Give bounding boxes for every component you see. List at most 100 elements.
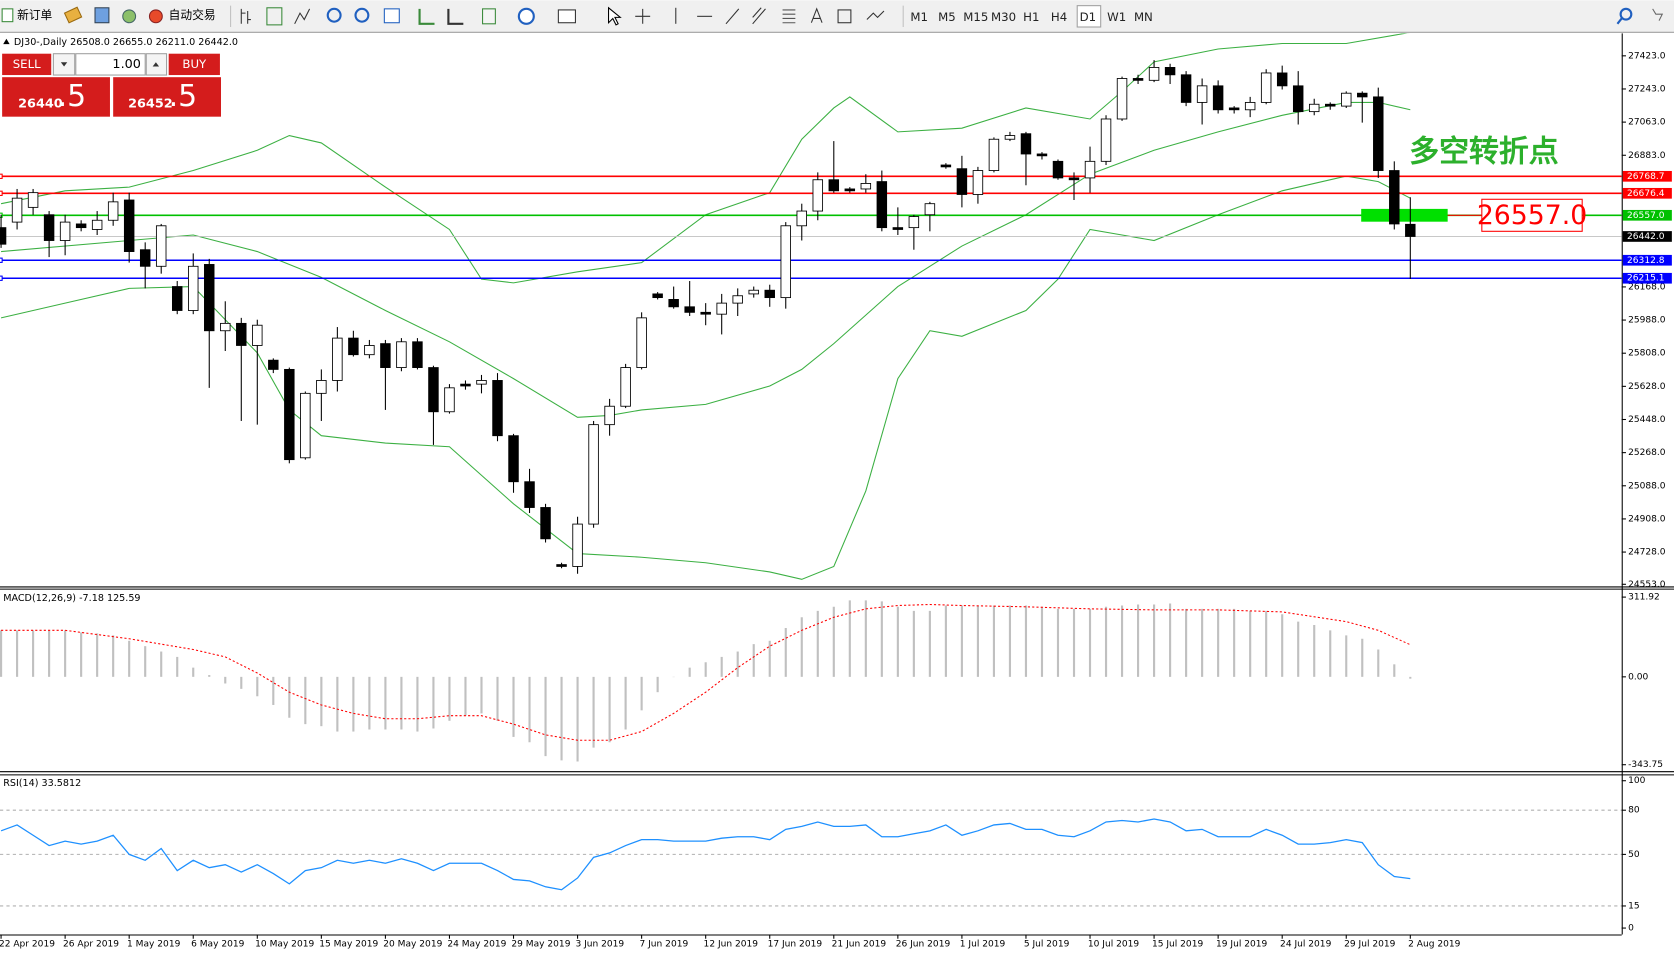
level-label: 26557.0 [1627, 211, 1665, 221]
zoom-in-icon[interactable] [326, 7, 342, 23]
candle-body [171, 286, 183, 311]
volume-input[interactable] [75, 53, 146, 76]
periods-icon[interactable] [517, 7, 535, 25]
x-tick-label: 29 May 2019 [511, 940, 570, 950]
timeframe-button[interactable]: M30 [991, 10, 1016, 24]
candle-body [460, 383, 471, 387]
indicators-icon[interactable] [482, 8, 496, 25]
x-tick-label: 19 Jul 2019 [1216, 940, 1268, 950]
candle-body [236, 322, 247, 346]
volume-value[interactable]: 1.00 [112, 57, 140, 72]
legend-marker [3, 38, 10, 45]
timeframe-button[interactable]: W1 [1107, 10, 1126, 24]
line-chart-icon[interactable] [294, 8, 311, 25]
arrows-tool[interactable] [866, 10, 885, 20]
chart-area [0, 33, 1674, 954]
buy-price-frac[interactable]: .5 [169, 79, 198, 114]
auto-trading-icon[interactable] [148, 9, 163, 24]
candle-body [956, 168, 968, 195]
x-tick-label: 12 Jun 2019 [704, 940, 759, 950]
level-handle [0, 190, 3, 196]
cursor-tool[interactable] [607, 6, 622, 26]
channel-tool[interactable] [752, 7, 766, 25]
new-order-icon[interactable] [1, 8, 14, 23]
candle-body [1244, 101, 1256, 111]
candle-body [348, 337, 359, 356]
market-icon[interactable] [94, 7, 110, 24]
crosshair-tool[interactable] [635, 8, 651, 24]
search-icon[interactable] [1619, 7, 1633, 21]
new-order-button[interactable]: 新订单 [17, 8, 52, 22]
timeframe-button[interactable]: M5 [938, 10, 956, 24]
buy-label[interactable]: BUY [182, 57, 207, 71]
trendline-tool[interactable] [725, 8, 740, 25]
bar-chart-icon[interactable] [240, 8, 251, 24]
buy-price-main[interactable]: 26452 [128, 96, 173, 111]
x-tick-label: 1 May 2019 [127, 940, 181, 950]
buy-price-box[interactable] [113, 77, 221, 117]
sell-button[interactable] [2, 53, 52, 76]
zoom-out-icon[interactable] [354, 7, 370, 23]
candle-body [508, 435, 519, 483]
x-tick-label: 15 Jul 2019 [1152, 940, 1204, 950]
candle-body [476, 380, 487, 385]
buy-button[interactable] [168, 53, 220, 76]
rsi-line [0, 818, 1411, 891]
sell-label[interactable]: SELL [13, 57, 41, 71]
label-tool[interactable] [837, 9, 852, 24]
autoscroll-icon[interactable] [418, 8, 435, 25]
signals-icon[interactable] [122, 9, 137, 24]
level-label: 26312.8 [1627, 256, 1665, 266]
sell-price-frac[interactable]: .5 [58, 79, 87, 114]
history-icon[interactable] [63, 6, 83, 24]
candle-body [91, 219, 103, 230]
timeframe-button[interactable]: M15 [963, 10, 988, 24]
y-tick-label: 24908.0 [1628, 514, 1666, 524]
candle-body [652, 293, 663, 299]
candle-body [1036, 153, 1048, 157]
fibo-tool[interactable] [782, 9, 796, 24]
x-tick-label: 22 Apr 2019 [0, 940, 55, 950]
templates-icon[interactable] [557, 9, 576, 24]
timeframe-button[interactable]: D1 [1080, 10, 1097, 24]
y-tick-label: 25448.0 [1628, 415, 1666, 425]
candle-body [940, 164, 952, 168]
timeframe-button[interactable]: MN [1134, 10, 1153, 24]
x-tick-label: 15 May 2019 [319, 940, 378, 950]
x-tick-label: 5 Jul 2019 [1024, 940, 1070, 950]
candle-body [1004, 135, 1016, 140]
candle-body [268, 359, 279, 370]
y-tick-label: 0.00 [1628, 672, 1648, 682]
candle-body [252, 324, 263, 346]
auto-trading-button[interactable]: 自动交易 [169, 8, 216, 22]
candle-body [540, 507, 551, 540]
candle-body [700, 311, 711, 315]
timeframe-button[interactable]: H4 [1051, 10, 1067, 24]
candle-body [1180, 74, 1192, 103]
timeframe-button[interactable]: H1 [1023, 10, 1039, 24]
settings-icon[interactable] [1652, 8, 1664, 21]
candle-body [1084, 160, 1096, 179]
candle-body [892, 227, 904, 230]
level-label-bg [1622, 272, 1672, 284]
candle-chart-icon[interactable] [266, 7, 283, 26]
level-label: 26676.4 [1627, 189, 1665, 199]
turning-point-note: 多空转折点 [1409, 134, 1559, 169]
candle-body [1196, 85, 1208, 103]
candle-body [572, 523, 583, 567]
x-tick-label: 17 Jun 2019 [768, 940, 823, 950]
level-label-bg [1622, 187, 1672, 199]
sell-price-box[interactable] [2, 77, 110, 117]
toolbar-bg [0, 0, 1674, 33]
text-tool[interactable] [810, 7, 823, 23]
candle-body [556, 564, 567, 567]
shift-icon[interactable] [447, 8, 464, 25]
timeframe-button[interactable]: M1 [910, 10, 928, 24]
candle-body [75, 223, 87, 229]
level-label-bg [1622, 209, 1672, 221]
active-timeframe [1076, 5, 1102, 28]
tile-icon[interactable] [383, 8, 400, 24]
candle-body [1325, 103, 1336, 107]
sell-price-main[interactable]: 26440 [18, 96, 63, 111]
